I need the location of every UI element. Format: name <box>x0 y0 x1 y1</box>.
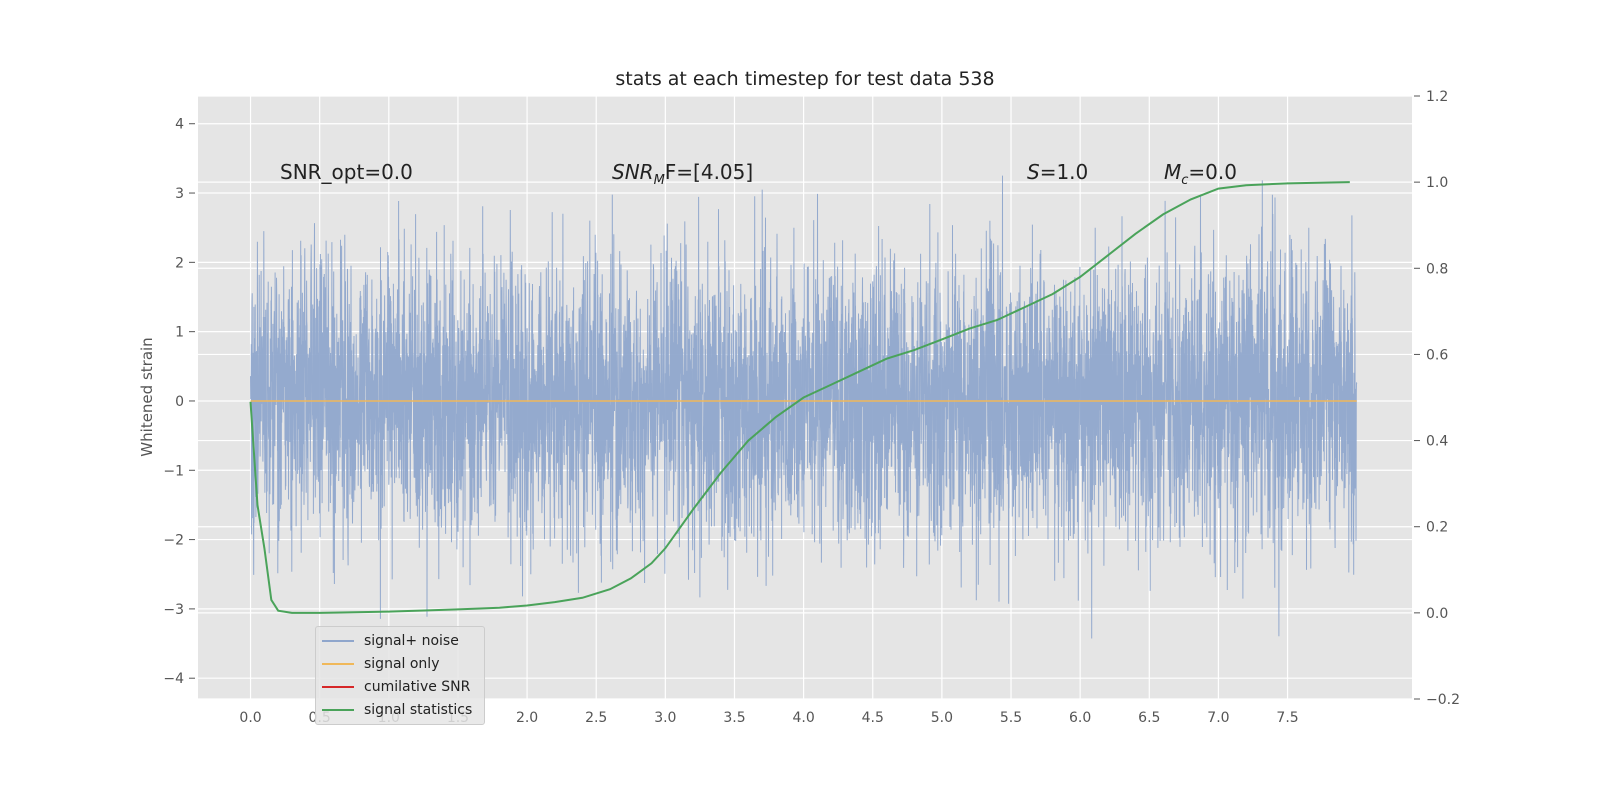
x-tick-label: 5.0 <box>931 710 953 726</box>
y-tick-label: 0 <box>175 394 184 410</box>
y-right-tick-label: 0.4 <box>1426 434 1448 450</box>
x-tick-label: 6.5 <box>1138 710 1160 726</box>
legend-swatch <box>322 663 354 665</box>
annotation-mc: Mc=0.0 <box>1164 160 1237 188</box>
x-tick-label: 3.0 <box>654 710 676 726</box>
x-tick-label: 4.0 <box>792 710 814 726</box>
legend-item-signal-only: signal only <box>322 653 439 675</box>
x-tick-label: 2.0 <box>516 710 538 726</box>
signal-noise-series <box>250 175 1358 639</box>
signal-statistics-line <box>249 181 1350 614</box>
y-right-tick-label: 0.8 <box>1426 261 1448 277</box>
legend-item-signal-statistics: signal statistics <box>322 699 472 721</box>
x-tick-label: 4.5 <box>862 710 884 726</box>
y-tick-label: 1 <box>175 325 184 341</box>
legend-swatch <box>322 686 354 688</box>
annotation-s: S=1.0 <box>1027 160 1089 184</box>
annotation-snr-mf: SNRMF=[4.05] <box>612 160 754 188</box>
y-tick-label: 4 <box>175 117 184 133</box>
y-ticks-left: 4 3 2 1 0 −1 −2 −3 −4 <box>163 117 195 687</box>
y-tick-label: −1 <box>163 463 184 479</box>
y-tick-label: −4 <box>163 671 184 687</box>
x-tick-label: 7.0 <box>1207 710 1229 726</box>
line-series <box>249 181 1357 614</box>
y-right-tick-label: 1.0 <box>1426 175 1448 191</box>
legend: signal+ noise signal only cumilative SNR… <box>315 626 485 725</box>
legend-swatch <box>322 640 354 642</box>
x-tick-label: 7.5 <box>1276 710 1298 726</box>
y-right-tick-label: 0.0 <box>1426 606 1448 622</box>
legend-label: signal+ noise <box>364 633 459 649</box>
x-tick-label: 0.0 <box>239 710 261 726</box>
x-tick-label: 5.5 <box>1000 710 1022 726</box>
legend-label: signal only <box>364 656 440 672</box>
y-axis-label: Whitened strain <box>138 337 156 456</box>
x-tick-label: 6.0 <box>1069 710 1091 726</box>
legend-label: signal statistics <box>364 702 473 718</box>
annotation-snr-opt: SNR_opt=0.0 <box>280 160 413 184</box>
x-tick-label: 2.5 <box>585 710 607 726</box>
y-tick-label: −2 <box>163 533 184 549</box>
y-right-tick-label: 0.2 <box>1426 520 1448 536</box>
legend-item-cumulative-snr: cumilative SNR <box>322 676 470 698</box>
y-tick-label: 3 <box>175 186 184 202</box>
y-right-tick-label: 0.6 <box>1426 347 1448 363</box>
chart-title: stats at each timestep for test data 538 <box>615 68 994 90</box>
x-tick-label: 3.5 <box>723 710 745 726</box>
legend-item-signal-noise: signal+ noise <box>322 630 459 652</box>
signal-noise-line <box>250 175 1358 639</box>
y-right-tick-label: −0.2 <box>1426 692 1460 708</box>
legend-swatch <box>322 709 354 711</box>
legend-label: cumilative SNR <box>364 679 471 695</box>
y-right-tick-label: 1.2 <box>1426 89 1448 105</box>
y-tick-label: −3 <box>163 602 184 618</box>
y-tick-label: 2 <box>175 255 184 271</box>
y-ticks-right: 1.2 1.0 0.8 0.6 0.4 0.2 0.0 −0.2 <box>1414 89 1460 708</box>
